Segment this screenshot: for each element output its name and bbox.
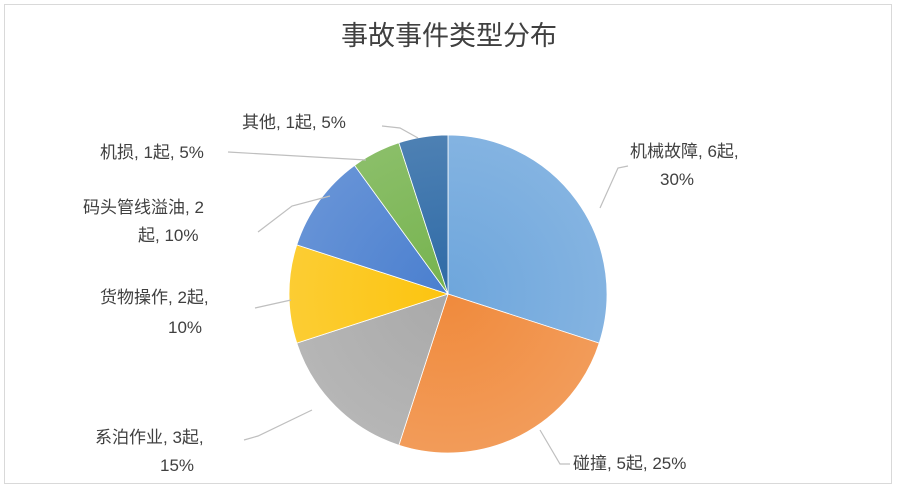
data-label-1: 碰撞, 5起, 25% <box>573 454 686 473</box>
leader-line-3 <box>254 299 292 309</box>
chart-border <box>4 4 892 484</box>
leader-line-2 <box>243 409 313 441</box>
leader-line-6 <box>381 125 419 139</box>
data-label-0: 机械故障, 6起, <box>630 142 739 161</box>
pie-slice-3 <box>288 244 450 344</box>
data-label-5: 机损, 1起, 5% <box>100 143 204 162</box>
pie-slice-1 <box>398 293 600 454</box>
data-label-4: 码头管线溢油, 2 <box>83 198 204 217</box>
data-label-6: 其他, 1起, 5% <box>242 113 346 132</box>
leader-line-5 <box>227 151 367 161</box>
data-label-0: 30% <box>660 170 694 189</box>
pie-slice-0 <box>447 134 608 344</box>
pie-slice-4 <box>296 164 450 295</box>
chart-title: 事故事件类型分布 <box>341 21 557 52</box>
data-label-3: 货物操作, 2起, <box>100 288 209 307</box>
leader-line-1 <box>539 429 570 465</box>
data-label-2: 15% <box>160 456 194 475</box>
data-label-4: 起, 10% <box>138 226 198 245</box>
data-label-3: 10% <box>168 318 202 337</box>
leader-line-0 <box>599 165 629 209</box>
leader-line-4 <box>257 195 331 233</box>
data-label-2: 系泊作业, 3起, <box>95 428 204 447</box>
pie-slice-6 <box>398 134 449 295</box>
pie-slice-2 <box>296 293 449 446</box>
